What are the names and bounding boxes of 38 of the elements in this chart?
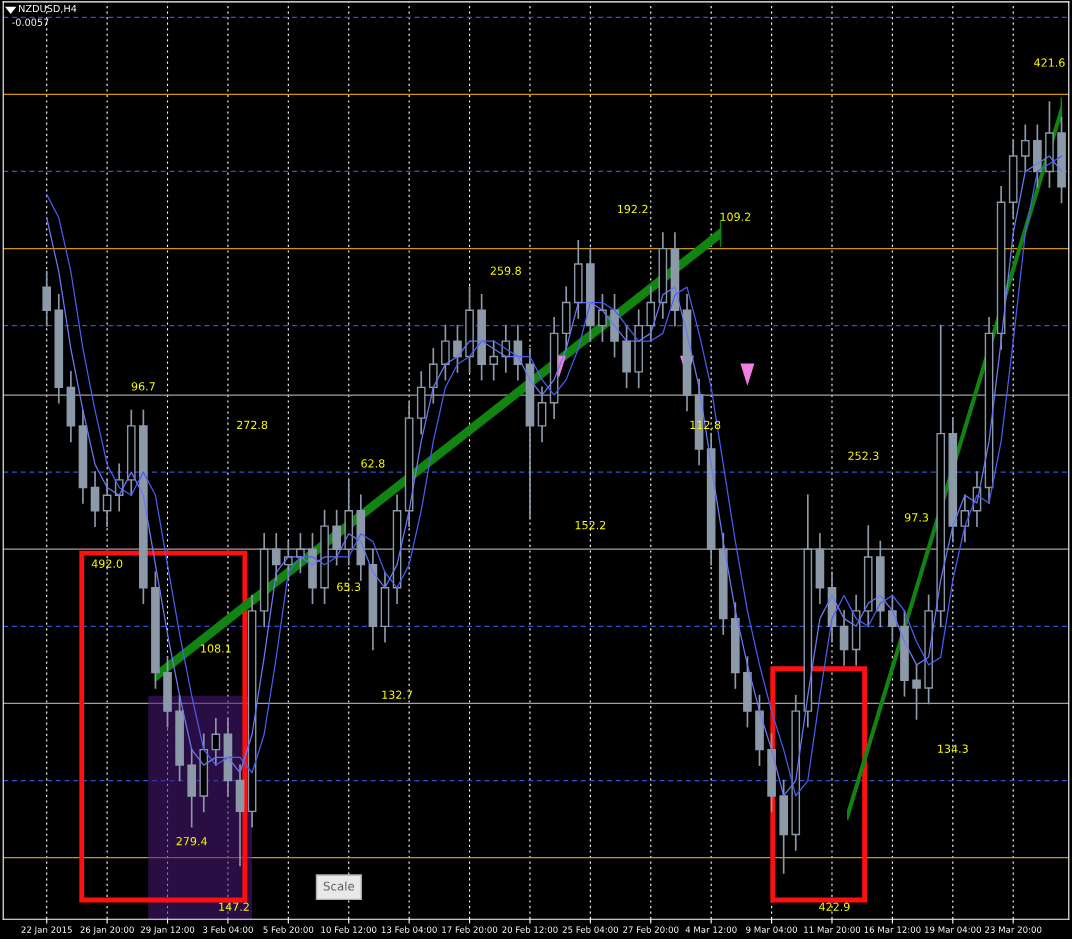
x-tick-label: 4 Mar 12:00	[685, 926, 737, 933]
chart-subtitle: -0.0057	[12, 18, 49, 26]
annotation: 109.2	[720, 212, 751, 221]
annotation: 272.8	[237, 420, 268, 430]
text: 422.9	[819, 902, 850, 911]
text: 147.2	[219, 902, 249, 911]
annotation: 96.7	[131, 382, 155, 391]
chart-title: NZDUSD,H4	[19, 4, 77, 14]
annotation: 279.4	[176, 837, 207, 846]
x-tick-label: 22 Jan 2015	[21, 926, 72, 935]
x-tick-label: 10 Feb 12:00	[321, 926, 377, 933]
text: Scale	[323, 881, 355, 891]
x-tick-label: 27 Feb 20:00	[623, 926, 679, 933]
x-tick-label: 29 Jan 12:00	[140, 926, 195, 935]
x-tick-label: 11 Mar 20:00	[804, 926, 861, 933]
annotation: 132.7	[382, 690, 413, 699]
annotation: 259.8	[490, 266, 521, 275]
x-tick-label: 5 Feb 20:00	[263, 926, 314, 933]
annotation: 65.3	[337, 582, 361, 592]
x-tick-label: 13 Feb 04:00	[381, 926, 437, 933]
annotation: 62.8	[361, 459, 385, 468]
annotation: 192.2	[617, 204, 648, 214]
x-tick-label: 20 Feb 12:00	[502, 926, 558, 933]
annotation: 108.1	[201, 644, 231, 653]
x-tick-label: 19 Mar 04:00	[925, 926, 981, 933]
annotation: 134.3	[938, 744, 968, 753]
x-tick-label: 26 Jan 20:00	[80, 926, 134, 935]
x-tick-label: 9 Mar 04:00	[746, 926, 798, 933]
text: 421.6	[1034, 58, 1065, 67]
x-tick-label: 25 Feb 04:00	[562, 926, 619, 933]
annotation: 492.0	[91, 559, 123, 568]
x-tick-label: 23 Mar 20:00	[985, 926, 1042, 933]
x-tick-label: 17 Feb 20:00	[442, 926, 498, 933]
annotation: 252.3	[848, 451, 879, 460]
x-tick-label: 3 Feb 04:00	[203, 926, 253, 933]
annotation: 97.3	[904, 513, 929, 522]
x-tick-label: 16 Mar 12:00	[864, 926, 921, 933]
annotation: 152.2	[575, 520, 606, 530]
